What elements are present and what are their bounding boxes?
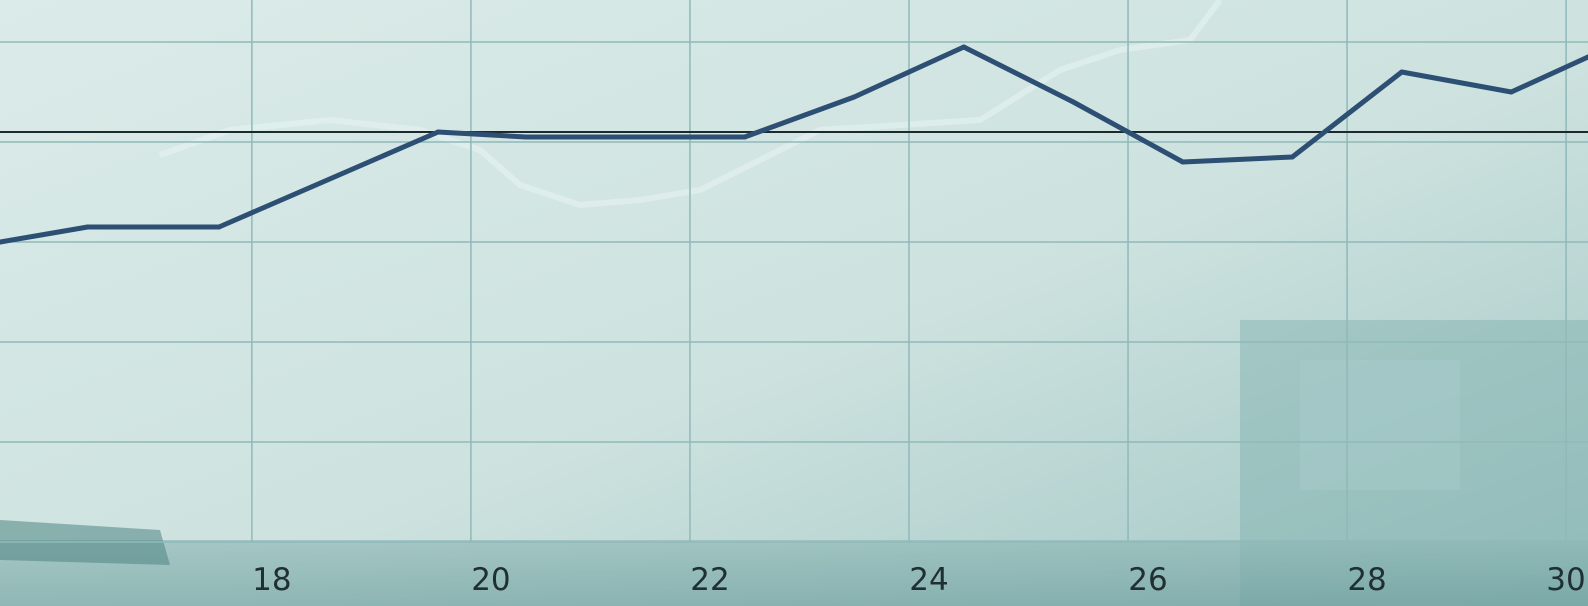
- x-tick-label: 20: [471, 562, 510, 598]
- series-layer: [0, 44, 1588, 245]
- data-point: [742, 134, 748, 140]
- grid-layer: [0, 0, 1588, 543]
- x-tick-labels: 18 20 22 24 26 28 30: [252, 562, 1586, 598]
- x-tick-label: 18: [252, 562, 291, 598]
- data-point: [1585, 54, 1588, 60]
- background-ghost-line: [158, 0, 1223, 209]
- x-tick-label: 24: [909, 562, 948, 598]
- data-point: [851, 94, 857, 100]
- data-point: [1508, 89, 1514, 95]
- data-point: [961, 44, 967, 50]
- data-point: [1399, 69, 1405, 75]
- data-point: [85, 224, 91, 230]
- x-tick-label: 30: [1546, 562, 1585, 598]
- x-tick-label: 26: [1128, 562, 1167, 598]
- x-tick-label: 22: [690, 562, 729, 598]
- data-point: [1070, 99, 1076, 105]
- data-point: [1180, 159, 1186, 165]
- data-point: [435, 129, 441, 135]
- background-floor-band: [0, 540, 1588, 606]
- data-point: [0, 239, 3, 245]
- x-tick-label: 28: [1347, 562, 1386, 598]
- data-point: [632, 134, 638, 140]
- data-point: [1289, 154, 1295, 160]
- data-point: [216, 224, 222, 230]
- data-point: [523, 134, 529, 140]
- background-window-shape: [1300, 360, 1460, 490]
